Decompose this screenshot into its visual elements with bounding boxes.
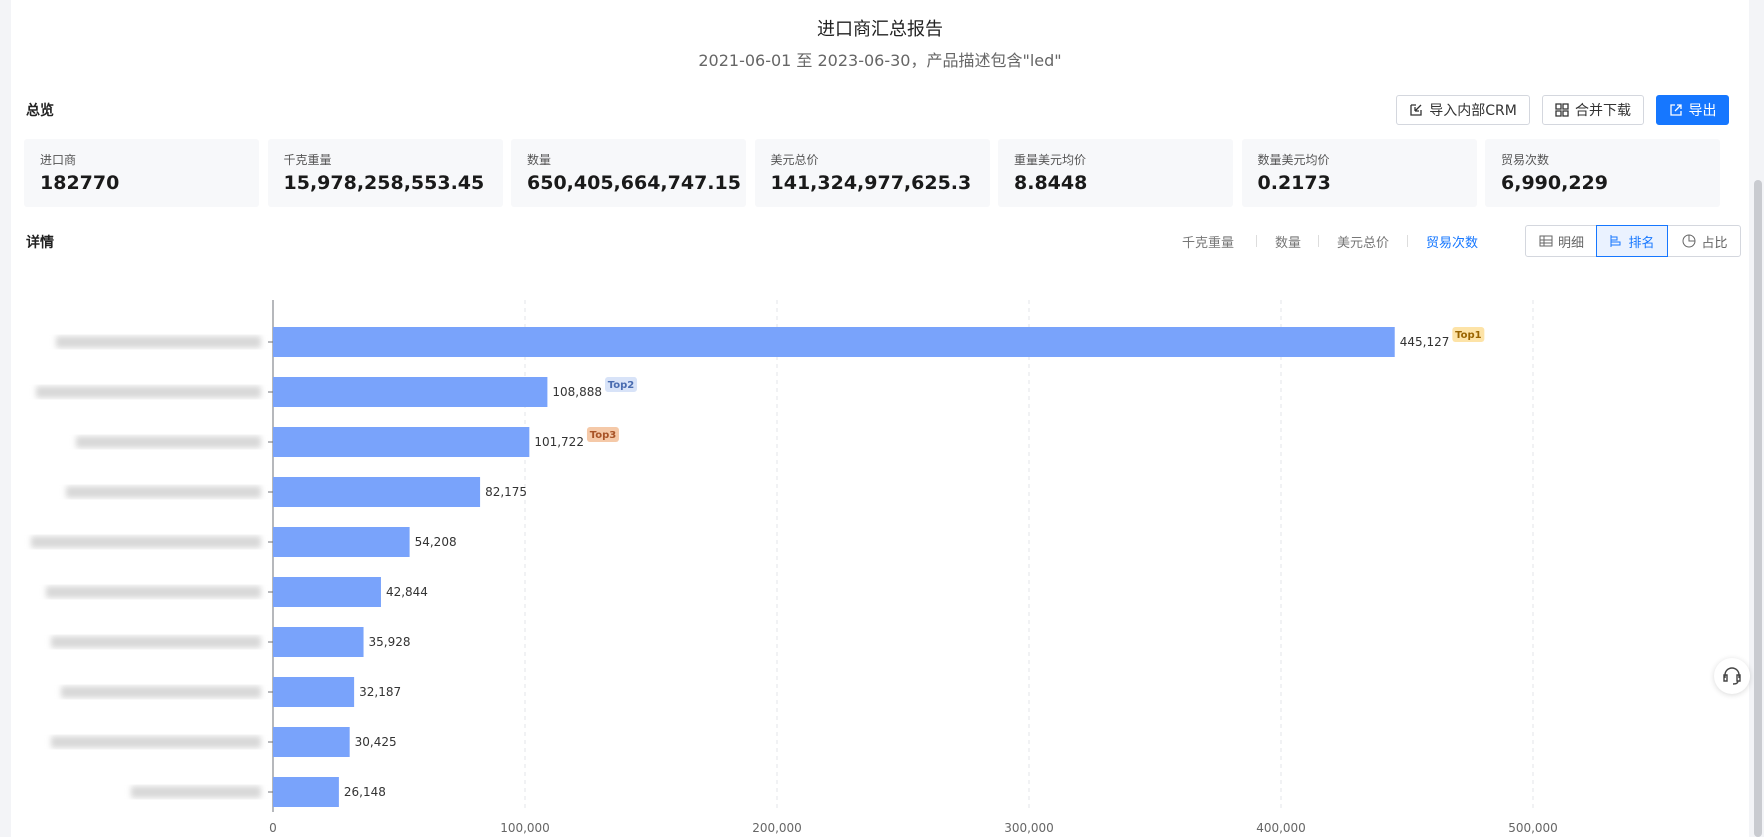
section-title: 详情 [26,235,54,251]
button-label: 合并下载 [1575,103,1631,119]
chart: 0 100,000 200,000 300,000 400,000 500,000 445,… [31,300,1558,835]
stat-card: 进口商 182770 [24,139,259,207]
separator [1407,235,1408,247]
x-tick-label: 400,000 [1256,821,1306,835]
value-label: 101,722 [534,435,584,449]
category-label-blurred [51,636,261,648]
metric-tab[interactable]: 数量 [1275,236,1302,251]
view-button[interactable]: 占比 [1669,226,1741,256]
stat-value: 6,990,229 [1501,172,1608,194]
stat-label: 数量 [527,153,552,167]
stat-label: 千克重量 [283,153,332,167]
subtitle: 2021-06-01 至 2023-06-30，产品描述包含"led" [698,51,1062,70]
section-title: 总览 [26,103,54,119]
stat-card: 美元总价 141,324,977,625.3 [754,139,990,207]
category-label-blurred [66,486,261,498]
rank-badge [605,377,638,392]
icon [1610,235,1621,247]
x-tick-label: 300,000 [1004,821,1054,835]
stat-card: 千克重量 15,978,258,553.45 [267,139,503,207]
x-tick-label: 500,000 [1508,821,1558,835]
icon [1723,667,1741,685]
help-button[interactable] [1714,658,1750,694]
view-button[interactable]: 明细 [1526,226,1597,256]
bar [273,527,410,557]
rank-badge [1452,327,1485,342]
stat-value: 15,978,258,553.45 [283,172,485,194]
category-label-blurred [76,436,261,448]
stat-label: 数量美元均价 [1257,153,1330,167]
category-label-blurred [56,336,261,348]
rank-badge-label: Top3 [590,430,617,441]
rank-badge-label: Top1 [1455,330,1482,341]
icon [1539,235,1553,247]
view-label: 排名 [1628,235,1655,251]
value-label: 32,187 [359,685,401,699]
stat-card: 重量美元均价 8.8448 [998,139,1233,207]
x-tick-label: 100,000 [500,821,550,835]
bar [273,627,364,657]
value-label: 82,175 [485,485,527,499]
view-button[interactable]: 排名 [1596,225,1668,257]
stat-label: 美元总价 [770,153,819,167]
separator [1256,235,1257,247]
icon [1669,104,1682,116]
stat-card: 数量 650,405,664,747.15 [511,139,746,207]
bar [273,777,339,807]
stat-card: 数量美元均价 0.2173 [1241,139,1477,207]
icon [1682,234,1696,248]
value-label: 35,928 [369,635,411,649]
category-label-blurred [131,786,261,798]
merge-download-button[interactable]: 合并下载 [1542,95,1644,125]
stat-label: 进口商 [40,153,77,167]
category-label-blurred [31,536,261,548]
stat-value: 182770 [40,172,120,194]
value-label: 108,888 [552,385,602,399]
x-tick-label: 0 [269,821,277,835]
bar [273,427,530,457]
import-crm-button[interactable]: 导入内部CRM [1396,95,1530,125]
rank-badge-label: Top2 [608,380,635,391]
stat-card: 贸易次数 6,990,229 [1485,139,1720,207]
category-label-blurred [36,386,261,398]
metric-tab[interactable]: 贸易次数 [1426,236,1479,251]
view-label: 明细 [1557,235,1584,251]
view-switch: 明细 排名 占比 [1525,225,1741,257]
view-label: 占比 [1701,235,1728,251]
category-label-blurred [46,586,261,598]
bar [273,477,481,507]
bar [273,577,381,607]
value-label: 54,208 [415,535,457,549]
rank-badge [586,427,619,442]
button-label: 导出 [1688,103,1717,119]
button-label: 导入内部CRM [1429,103,1517,119]
value-label: 445,127 [1400,335,1450,349]
separator [1318,235,1319,247]
x-tick-label: 200,000 [752,821,802,835]
icon [1555,103,1569,117]
category-label-blurred [61,686,261,698]
export-button[interactable]: 导出 [1656,95,1729,125]
stat-value: 650,405,664,747.15 [527,172,741,194]
title: 进口商汇总报告 [817,19,943,40]
report: 进口商汇总报告 2021-06-01 至 2023-06-30，产品描述包含"l… [11,0,1750,837]
stat-value: 8.8448 [1014,172,1088,194]
stat-value: 0.2173 [1257,172,1331,194]
bar [273,327,1395,357]
metric-tab[interactable]: 千克重量 [1182,236,1235,251]
bar [273,727,350,757]
stat-label: 重量美元均价 [1014,153,1087,167]
icon [1410,104,1422,116]
metric-tab[interactable]: 美元总价 [1337,236,1390,251]
value-label: 42,844 [386,585,428,599]
stat-label: 贸易次数 [1501,153,1550,167]
bar [273,677,355,707]
value-label: 30,425 [355,735,397,749]
bar [273,377,548,407]
value-label: 26,148 [344,785,386,799]
category-label-blurred [51,736,261,748]
scrollbar [1754,180,1762,837]
stat-value: 141,324,977,625.3 [770,172,972,194]
